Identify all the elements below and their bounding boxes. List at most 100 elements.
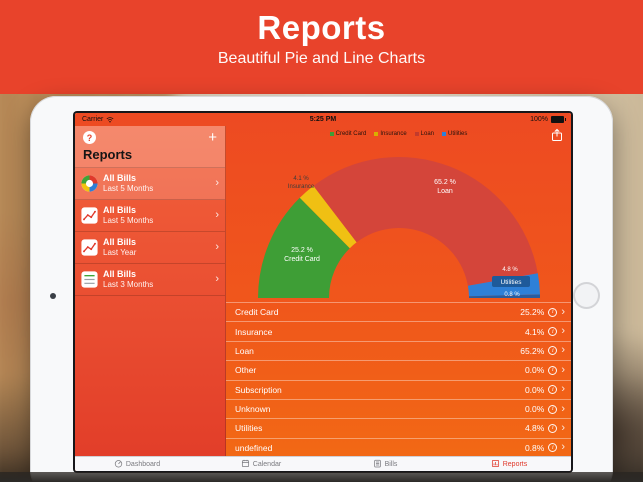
sidebar-item-subtitle: Last 3 Months [103,280,154,290]
banner-subtitle: Beautiful Pie and Line Charts [217,50,426,67]
chevron-right-icon: › [215,273,219,285]
row-label: Other [235,365,257,376]
slice-undefined[interactable] [469,294,541,299]
sidebar-title: Reports [83,147,133,162]
tab-calendar[interactable]: Calendar [199,457,323,471]
reports-icon [491,459,500,470]
info-icon[interactable]: i [548,346,558,356]
table-row[interactable]: undefined 0.8% i › [226,437,571,457]
camera-icon [50,293,56,299]
row-right: 4.8% i › [525,422,565,434]
legend-item: Insurance [374,130,407,137]
table-row[interactable]: Credit Card 25.2% i › [226,302,571,321]
bills-icon [373,459,382,470]
sidebar-item-subtitle: Last Year [103,248,137,258]
dashboard-icon [114,459,123,470]
tab-label: Dashboard [125,460,161,468]
tab-label: Calendar [252,460,282,468]
line-chart-icon [81,207,98,224]
sidebar-item-subtitle: Last 5 Months [103,216,154,226]
table-row[interactable]: Unknown 0.0% i › [226,398,571,418]
chevron-right-icon: › [561,402,565,415]
sidebar: ? + Reports All Bills Last 5 Months › All B… [75,126,226,457]
row-label: Unknown [235,404,271,415]
sidebar-list: All Bills Last 5 Months › All Bills Last 5 M… [75,168,225,296]
info-icon[interactable]: i [548,404,558,414]
sidebar-item[interactable]: All Bills Last 5 Months › [75,168,225,200]
half-donut-chart: 25.2 % Credit Card 4.1 % Insurance 65.2 % Loa… [258,157,541,299]
info-icon[interactable]: i [548,327,558,337]
legend-swatch [414,131,419,136]
legend-label: Utilities [448,130,468,137]
info-icon[interactable]: i [548,423,558,433]
sidebar-item-text: All Bills Last 5 Months [103,205,153,225]
table-row[interactable]: Subscription 0.0% i › [226,379,571,399]
row-right: 4.1% i › [525,326,565,337]
table-row[interactable]: Insurance 4.1% i › [226,321,571,340]
clock-label: 5:25 PM [309,116,337,123]
chevron-right-icon: › [561,441,565,454]
sidebar-item[interactable]: All Bills Last 5 Months › [75,200,225,232]
help-button[interactable]: ? [83,131,96,144]
content-top: Credit Card Insurance Loan Utilities [226,126,571,141]
sidebar-item-text: All Bills Last 5 Months [103,173,153,193]
row-label: undefined [235,442,273,453]
legend-swatch [374,131,379,136]
chevron-right-icon: › [215,177,219,189]
tab-label: Reports [502,460,528,468]
legend-label: Credit Card [335,130,367,137]
info-icon[interactable]: i [548,443,558,453]
sidebar-item-text: All Bills Last Year [103,237,136,257]
info-icon[interactable]: i [548,365,558,375]
sidebar-item[interactable]: All Bills Last 3 Months › [75,264,225,296]
tab-bills[interactable]: Bills [323,457,447,471]
table-row[interactable]: Other 0.0% i › [226,360,571,379]
carrier-label: Carrier [82,116,104,123]
calendar-icon [241,459,250,470]
row-right: 0.0% i › [525,364,565,376]
banner-title: Reports [257,9,386,46]
sidebar-header: ? + Reports [75,126,225,168]
add-report-button[interactable]: + [208,129,217,146]
info-icon[interactable]: i [548,307,558,317]
row-value: 65.2% [520,345,545,356]
ipad-screen: Carrier 5:25 PM 100% ? + Reports [75,113,571,471]
wifi-icon [106,117,114,123]
legend-label: Insurance [380,130,407,137]
sidebar-item-title: All Bills [103,269,137,280]
chart-label: Loan [437,188,453,195]
info-icon[interactable]: i [548,385,558,395]
pie-chart-icon [81,175,98,192]
row-right: 0.0% i › [525,384,565,395]
app-body: ? + Reports All Bills Last 5 Months › All B… [75,126,571,457]
legend-label: Loan [420,130,435,137]
chevron-right-icon: › [561,344,565,357]
chevron-right-icon: › [561,305,565,318]
chart-legend: Credit Card Insurance Loan Utilities [329,130,468,137]
share-icon [552,128,562,141]
row-label: Insurance [235,326,273,337]
list-icon [81,271,98,288]
chart-label: Utilities [501,279,523,286]
sidebar-item-subtitle: Last 5 Months [103,184,154,194]
slice-loan[interactable] [313,157,538,286]
table-row[interactable]: Loan 65.2% i › [226,340,571,360]
row-value: 25.2% [520,307,545,318]
table-row[interactable]: Utilities 4.8% i › [226,418,571,437]
row-value: 0.0% [524,384,545,395]
ipad-frame: Carrier 5:25 PM 100% ? + Reports [30,96,613,482]
category-table: Credit Card 25.2% i › Insurance 4.1% i › Loan 65.… [226,302,571,457]
chevron-right-icon: › [215,209,219,221]
status-left: Carrier [82,116,114,123]
slice-insurance[interactable] [299,185,357,249]
slice-credit-card[interactable] [258,197,350,298]
tab-label: Bills [384,460,398,468]
sidebar-item[interactable]: All Bills Last Year › [75,232,225,264]
row-label: Loan [235,345,254,356]
tab-dashboard[interactable]: Dashboard [75,457,199,471]
legend-swatch [442,131,447,136]
status-right: 100% [530,116,566,123]
tab-reports[interactable]: Reports [447,457,571,471]
share-button[interactable] [551,128,563,142]
home-button[interactable] [573,282,600,309]
